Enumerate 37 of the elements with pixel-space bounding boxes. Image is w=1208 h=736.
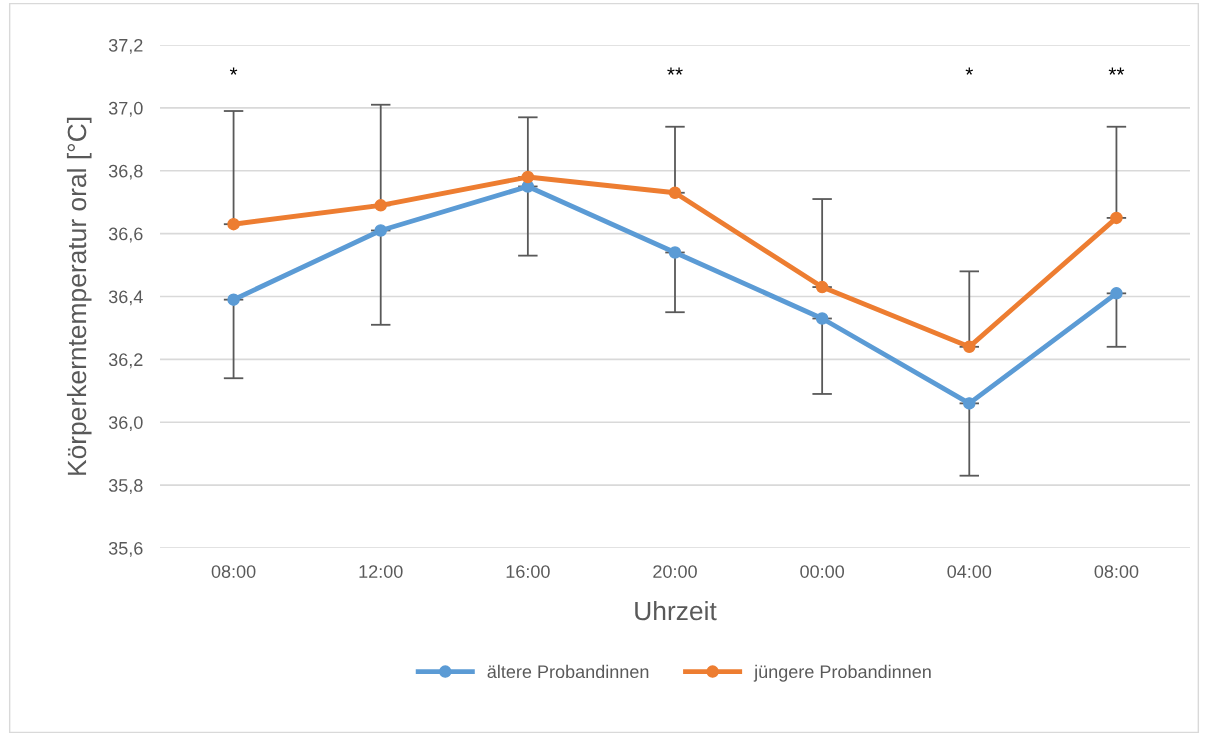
annotation: ** (1108, 67, 1125, 75)
legend-label: ältere Probandinnen (487, 664, 649, 679)
point (963, 340, 976, 354)
y-tick-label: 37,2 (108, 38, 143, 54)
x-axis-title: Uhrzeit (635, 600, 717, 621)
x-tick-label: 08:00 (1094, 565, 1139, 578)
y-axis-title: Körperkerntemperatur oral [°C] (66, 117, 92, 475)
x-tick-label: 12:00 (359, 565, 403, 578)
annotation: * (965, 67, 974, 75)
point (374, 224, 387, 237)
point (227, 217, 240, 231)
point (1110, 287, 1123, 300)
annotation: * (229, 67, 238, 75)
point (668, 186, 682, 200)
y-tick-label: 36,8 (108, 164, 143, 180)
point (668, 246, 682, 259)
y-tick-label: 36,4 (108, 290, 143, 306)
y-tick-label: 35,6 (108, 541, 143, 557)
point (521, 170, 535, 184)
y-tick-label: 35,8 (108, 479, 143, 494)
x-tick-label: 20:00 (653, 565, 697, 578)
y-tick-label: 36,6 (108, 227, 143, 243)
point (1110, 211, 1123, 225)
point (815, 280, 829, 294)
legend-label: jüngere Probandinnen (753, 664, 931, 682)
y-tick-label: 37,0 (108, 101, 143, 117)
point (963, 397, 976, 410)
x-tick-label: 08:00 (211, 565, 256, 578)
x-tick-label: 04:00 (947, 565, 992, 578)
x-tick-label: 00:00 (800, 565, 845, 578)
annotation: ** (667, 67, 683, 75)
y-tick-label: 36,2 (108, 353, 143, 369)
point (815, 312, 829, 325)
y-tick-label: 36,0 (108, 416, 143, 432)
x-tick-label: 16:00 (506, 565, 550, 578)
point (374, 199, 387, 212)
point (227, 293, 240, 306)
